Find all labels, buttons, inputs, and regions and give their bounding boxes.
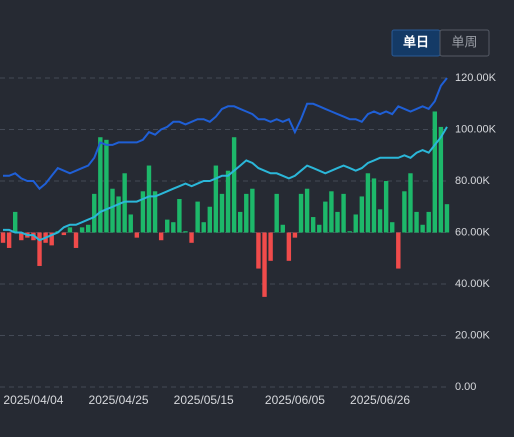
- bar: [280, 224, 285, 233]
- bar: [262, 232, 267, 297]
- bar: [432, 111, 437, 233]
- bar: [79, 227, 85, 233]
- bar: [85, 224, 91, 233]
- bar: [165, 219, 170, 233]
- bar: [67, 227, 73, 233]
- x-tick-label: 2025/04/25: [89, 393, 149, 407]
- bar: [408, 173, 413, 233]
- bar: [353, 214, 358, 233]
- bar: [110, 188, 115, 233]
- x-tick-label: 2025/05/15: [174, 393, 234, 407]
- y-tick-label: 120.00K: [455, 72, 497, 84]
- bar: [298, 193, 304, 233]
- bar: [225, 170, 231, 233]
- bar: [286, 232, 292, 261]
- bar: [158, 232, 164, 241]
- x-tick-label: 2025/06/26: [350, 393, 410, 407]
- bar: [73, 232, 79, 248]
- bar: [426, 211, 431, 233]
- x-tick-label: 2025/06/05: [265, 393, 325, 407]
- bar: [365, 173, 371, 233]
- toggle: 单日 单周: [391, 29, 490, 57]
- bar: [371, 178, 377, 233]
- bar: [201, 222, 206, 233]
- bar: [359, 196, 365, 233]
- toggle-option[interactable]: 单日: [403, 34, 429, 49]
- bar: [317, 224, 322, 233]
- toggle-option[interactable]: 单周: [451, 34, 477, 49]
- y-tick-label: 80.00K: [455, 175, 491, 187]
- bar: [116, 196, 121, 233]
- bar: [268, 232, 273, 261]
- y-tick-label: 100.00K: [455, 123, 497, 135]
- bar: [244, 193, 249, 233]
- toggle-option-bg[interactable]: [439, 29, 490, 57]
- bar: [341, 193, 346, 233]
- bar: [183, 231, 188, 233]
- bar: [256, 232, 261, 269]
- bar: [377, 209, 383, 233]
- bar: [152, 191, 158, 233]
- bar: [171, 222, 176, 233]
- bar: [146, 165, 152, 233]
- bar: [177, 199, 182, 233]
- y-tick-label: 0.00: [455, 381, 476, 393]
- bar: [402, 191, 407, 233]
- bar: [274, 193, 279, 233]
- y-tick-label: 60.00K: [455, 226, 491, 238]
- bar: [231, 137, 237, 233]
- bar: [128, 214, 133, 233]
- bar: [323, 201, 328, 233]
- bar: [104, 139, 109, 233]
- bar: [13, 211, 18, 233]
- bar: [6, 232, 12, 248]
- bar: [310, 217, 316, 233]
- bar: [195, 201, 200, 233]
- bar: [207, 206, 212, 233]
- bar: [414, 211, 419, 233]
- bar: [238, 211, 243, 233]
- bar: [140, 191, 146, 233]
- bar: [329, 191, 334, 233]
- bar: [347, 231, 352, 233]
- bar: [122, 173, 127, 233]
- bar: [250, 188, 255, 233]
- y-tick-label: 40.00K: [455, 278, 491, 290]
- bar: [92, 193, 97, 233]
- bar: [213, 165, 219, 233]
- bar: [444, 204, 450, 233]
- bar: [304, 188, 310, 233]
- bar: [420, 224, 425, 233]
- bar: [219, 193, 225, 233]
- bar: [390, 222, 395, 233]
- bar: [98, 137, 103, 233]
- bar: [396, 232, 401, 269]
- bar: [292, 232, 298, 238]
- bar: [49, 232, 54, 246]
- line: [3, 77, 448, 191]
- x-tick-label: 2025/04/04: [3, 393, 63, 407]
- bar: [335, 211, 340, 233]
- bar: [438, 126, 444, 233]
- bar: [19, 232, 24, 241]
- line: [3, 126, 448, 242]
- bar: [189, 232, 194, 243]
- y-tick-label: 20.00K: [455, 329, 491, 341]
- bar: [0, 232, 6, 243]
- bar: [134, 232, 140, 238]
- bar: [61, 232, 67, 236]
- bar: [383, 181, 389, 233]
- bar: [37, 232, 42, 266]
